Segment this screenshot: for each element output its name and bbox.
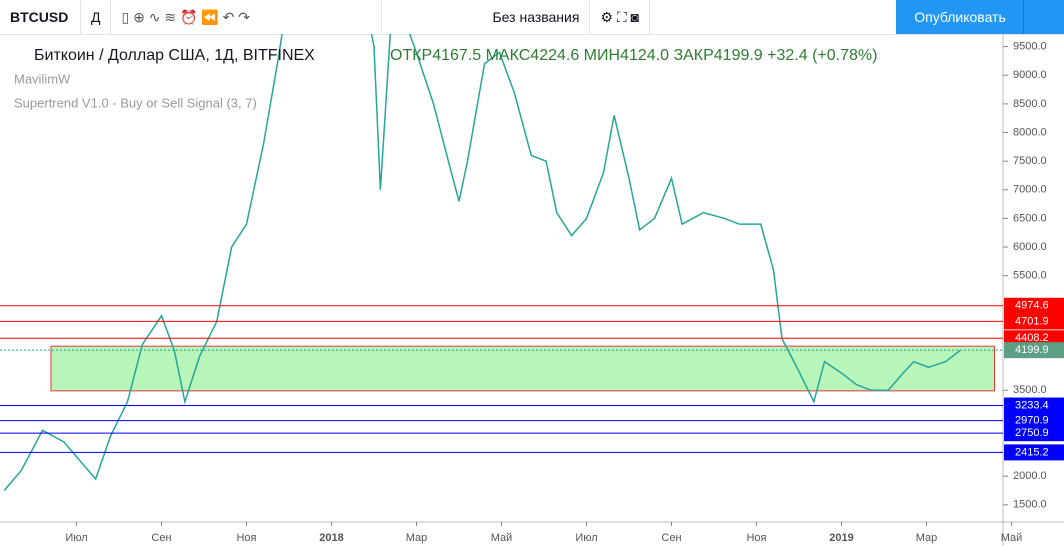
interval[interactable]: Д — [81, 0, 112, 34]
level-badge — [1004, 425, 1064, 442]
tools[interactable]: ▯ ⊕ ∿ ≋ ⏰ ⏪ ↶ ↷ — [111, 0, 383, 34]
y-tick-label: 3500.0 — [1013, 384, 1047, 396]
y-tick-label: 6000.0 — [1013, 241, 1047, 253]
x-tick-label: Июл — [575, 532, 597, 544]
x-tick-label: 2018 — [319, 532, 343, 544]
legend-main: Биткоин / Доллар США, 1Д, BITFINEX — [34, 47, 315, 64]
zone — [50, 345, 995, 392]
y-tick-label: 9500.0 — [1013, 41, 1047, 53]
y-tick-label: 8000.0 — [1013, 126, 1047, 138]
y-tick-label: 7500.0 — [1013, 155, 1047, 167]
y-tick-label: 2000.0 — [1013, 470, 1047, 482]
price-line — [3, 34, 961, 491]
y-tick-label: 7000.0 — [1013, 184, 1047, 196]
x-tick-label: Мар — [406, 532, 428, 544]
y-tick-label: 5500.0 — [1013, 270, 1047, 282]
level-label: 4974.6 — [1015, 300, 1049, 312]
x-tick-label: Июл — [65, 532, 87, 544]
x-tick-label: Ноя — [236, 532, 256, 544]
last-price-badge — [1004, 342, 1064, 359]
x-tick-label: 2019 — [829, 532, 853, 544]
x-tick-label: Май — [1001, 532, 1023, 544]
x-tick-label: Сен — [661, 532, 681, 544]
publish-button[interactable]: Опубликовать — [896, 0, 1024, 34]
indicator: MavilimW — [14, 71, 71, 86]
chart: Биткоин / Доллар США, 1Д, BITFINEX ОТКР4… — [0, 34, 1064, 546]
settings[interactable]: ⚙ ⛶ ◙ — [590, 0, 651, 34]
level-badge — [1004, 313, 1064, 330]
layout-name[interactable]: Без названия — [482, 0, 591, 34]
y-tick-label: 9000.0 — [1013, 69, 1047, 81]
level-label: 2415.2 — [1015, 446, 1049, 458]
y-tick-label: 1500.0 — [1013, 499, 1047, 511]
symbol[interactable]: BTCUSD — [0, 0, 81, 34]
indicator: Supertrend V1.0 - Buy or Sell Signal (3,… — [14, 95, 257, 110]
level-badge — [1004, 412, 1064, 429]
level-label: 4701.9 — [1015, 315, 1049, 327]
x-tick-label: Ноя — [746, 532, 766, 544]
level-badge — [1004, 444, 1064, 461]
x-tick-label: Май — [491, 532, 513, 544]
x-tick-label: Мар — [916, 532, 938, 544]
level-label: 4408.2 — [1015, 332, 1049, 344]
side-button[interactable] — [1023, 0, 1064, 34]
legend-ohlc: ОТКР4167.5 МАКС4224.6 МИН4124.0 ЗАКР4199… — [390, 47, 877, 64]
level-label: 2750.9 — [1015, 427, 1049, 439]
last-price-label: 4199.9 — [1015, 344, 1049, 356]
x-tick-label: Сен — [151, 532, 171, 544]
y-tick-label: 6500.0 — [1013, 212, 1047, 224]
level-badge — [1004, 297, 1064, 314]
plot — [0, 34, 1003, 491]
toolbar: BTCUSD Д ▯ ⊕ ∿ ≋ ⏰ ⏪ ↶ ↷ Без названия ⚙ … — [0, 0, 1064, 35]
level-label: 2970.9 — [1015, 414, 1049, 426]
level-label: 3233.4 — [1015, 399, 1049, 411]
y-tick-label: 8500.0 — [1013, 98, 1047, 110]
level-badge — [1004, 397, 1064, 414]
